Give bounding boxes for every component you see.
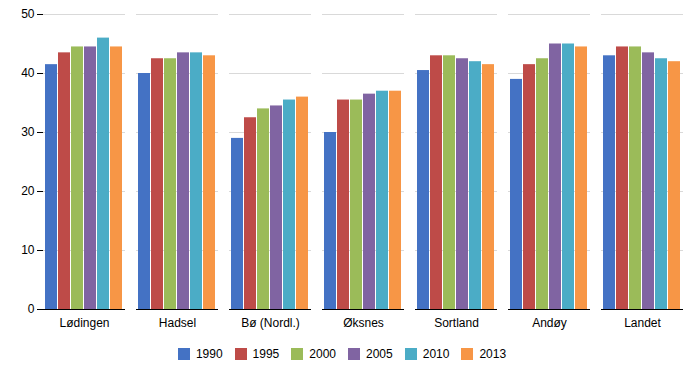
- svg-text:Andøy: Andøy: [532, 316, 567, 330]
- svg-text:Sortland: Sortland: [434, 316, 479, 330]
- svg-text:Hadsel: Hadsel: [159, 316, 196, 330]
- html-text:2000: 2000: [309, 346, 336, 361]
- html-text:2013: 2013: [479, 346, 507, 361]
- svg-text:30: 30: [21, 125, 35, 139]
- svg-text:Lødingen: Lødingen: [59, 316, 109, 330]
- svg-text:10: 10: [21, 243, 35, 257]
- svg-text:0: 0: [28, 302, 35, 316]
- svg-text:Bø (Nordl.): Bø (Nordl.): [241, 316, 300, 330]
- svg-text:20: 20: [21, 184, 35, 198]
- html-text:2010: 2010: [422, 346, 450, 361]
- html-text:1990: 1990: [195, 346, 223, 361]
- svg-text:40: 40: [21, 66, 35, 80]
- svg-text:Landet: Landet: [624, 316, 661, 330]
- html-text:2005: 2005: [366, 346, 393, 361]
- svg-text:50: 50: [21, 7, 35, 21]
- html-text:1995: 1995: [252, 346, 280, 361]
- svg-text:Øksnes: Øksnes: [343, 316, 384, 330]
